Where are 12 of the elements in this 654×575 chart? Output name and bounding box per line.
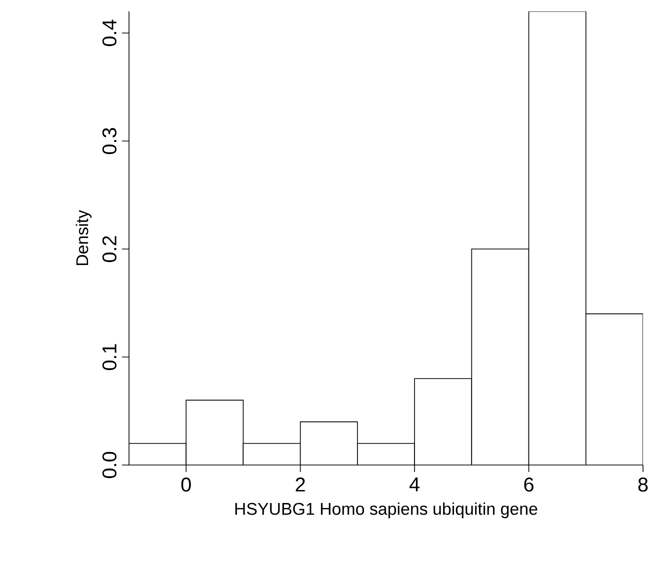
x-tick-label: 0 <box>181 478 191 492</box>
x-tick-label: 4 <box>409 478 420 492</box>
x-tick-label: 8 <box>638 478 648 492</box>
y-tick-label: 0.0 <box>102 452 116 478</box>
y-tick-label: 0.4 <box>102 20 116 46</box>
x-tick-label: 6 <box>524 478 534 492</box>
x-axis-title: HSYUBG1 Homo sapiens ubiquitin gene <box>235 502 538 518</box>
y-axis-title: Density <box>76 210 92 266</box>
y-tick-label: 0.2 <box>102 236 116 262</box>
y-tick-label: 0.3 <box>102 128 116 154</box>
x-tick-label: 2 <box>296 478 305 492</box>
y-tick-label: 0.1 <box>102 344 116 370</box>
